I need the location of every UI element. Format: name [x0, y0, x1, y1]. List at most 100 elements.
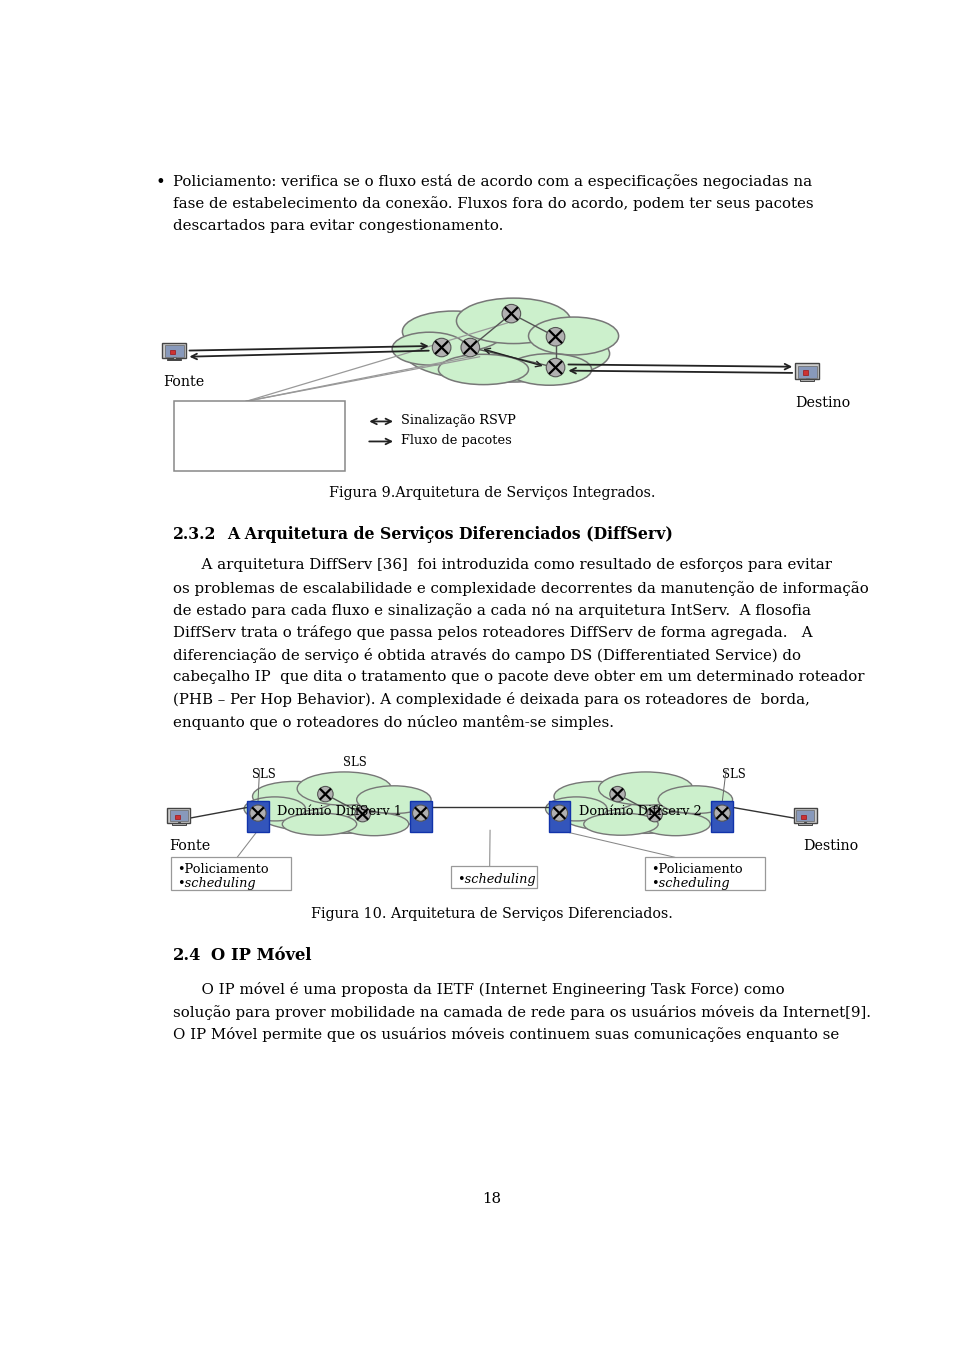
Ellipse shape [659, 786, 732, 814]
Ellipse shape [255, 792, 423, 833]
FancyBboxPatch shape [799, 823, 812, 825]
Text: A arquitetura DiffServ [36]  foi introduzida como resultado de esforços para evi: A arquitetura DiffServ [36] foi introduz… [173, 558, 831, 572]
FancyBboxPatch shape [548, 801, 570, 831]
Text: Destino: Destino [804, 838, 859, 853]
FancyBboxPatch shape [247, 801, 269, 831]
Text: A Arquitetura de Serviços Diferenciados (DiffServ): A Arquitetura de Serviços Diferenciados … [227, 525, 673, 543]
Text: 2.4: 2.4 [173, 947, 201, 965]
Circle shape [250, 805, 266, 822]
Ellipse shape [244, 797, 305, 820]
Text: Fonte: Fonte [170, 838, 211, 853]
Ellipse shape [393, 332, 467, 365]
Text: •: • [156, 174, 165, 191]
Ellipse shape [298, 772, 392, 805]
FancyBboxPatch shape [806, 379, 809, 380]
Text: fase de estabelecimento da conexão. Fluxos fora do acordo, podem ter seus pacote: fase de estabelecimento da conexão. Flux… [173, 196, 813, 211]
Text: •scheduling: •scheduling [178, 877, 256, 890]
Text: diferenciação de serviço é obtida através do campo DS (Differentiated Service) d: diferenciação de serviço é obtida atravé… [173, 648, 801, 663]
Text: Sinalização RSVP: Sinalização RSVP [401, 414, 516, 427]
FancyBboxPatch shape [164, 346, 184, 357]
Ellipse shape [599, 772, 693, 805]
FancyBboxPatch shape [711, 801, 733, 831]
Text: 18: 18 [483, 1192, 501, 1206]
FancyBboxPatch shape [794, 808, 817, 823]
Text: •Policiamento: •Policiamento [178, 863, 269, 877]
Text: SLS: SLS [252, 768, 276, 781]
Ellipse shape [252, 782, 337, 811]
Text: (PHB – Per Hop Behavior). A complexidade é deixada para os roteadores de  borda,: (PHB – Per Hop Behavior). A complexidade… [173, 693, 809, 708]
Text: O IP Móvel: O IP Móvel [211, 947, 312, 965]
Text: Figura 9.Arquitetura de Serviços Integrados.: Figura 9.Arquitetura de Serviços Integra… [328, 486, 656, 501]
FancyBboxPatch shape [410, 801, 432, 831]
Text: O IP móvel é uma proposta da IETF (Internet Engineering Task Force) como: O IP móvel é uma proposta da IETF (Inter… [173, 982, 784, 997]
FancyBboxPatch shape [802, 815, 806, 819]
FancyBboxPatch shape [796, 364, 820, 379]
Ellipse shape [339, 812, 409, 836]
FancyBboxPatch shape [804, 370, 808, 375]
FancyBboxPatch shape [175, 402, 345, 471]
FancyBboxPatch shape [178, 822, 180, 823]
FancyBboxPatch shape [796, 811, 814, 822]
Text: Figura 10. Arquitetura de Serviços Diferenciados.: Figura 10. Arquitetura de Serviços Difer… [311, 907, 673, 922]
Circle shape [546, 358, 564, 377]
FancyBboxPatch shape [801, 379, 814, 381]
Text: -Controle de Admissão: -Controle de Admissão [183, 425, 331, 438]
Text: •scheduling: •scheduling [458, 873, 536, 886]
FancyBboxPatch shape [167, 808, 190, 823]
Ellipse shape [456, 298, 570, 343]
Text: Domínio Diffserv 2: Domínio Diffserv 2 [580, 804, 702, 818]
FancyBboxPatch shape [171, 858, 291, 890]
Circle shape [647, 807, 662, 822]
Circle shape [610, 786, 625, 801]
Text: •Policiamento: •Policiamento [651, 863, 742, 877]
FancyBboxPatch shape [170, 350, 175, 354]
FancyBboxPatch shape [798, 366, 817, 377]
FancyBboxPatch shape [172, 823, 185, 825]
Text: SLS: SLS [344, 756, 367, 768]
Circle shape [714, 805, 731, 822]
Circle shape [546, 328, 564, 346]
Text: de estado para cada fluxo e sinalização a cada nó na arquitetura IntServ.  A flo: de estado para cada fluxo e sinalização … [173, 604, 810, 619]
FancyBboxPatch shape [173, 358, 176, 359]
Text: os problemas de escalabilidade e complexidade decorrentes da manutenção de infor: os problemas de escalabilidade e complex… [173, 580, 869, 595]
Text: Domínio DiffServ 1: Domínio DiffServ 1 [276, 804, 402, 818]
FancyBboxPatch shape [170, 811, 188, 822]
Text: SLS: SLS [722, 768, 746, 781]
Circle shape [413, 805, 429, 822]
Text: DiffServ trata o tráfego que passa pelos roteadores DiffServ de forma agregada. : DiffServ trata o tráfego que passa pelos… [173, 626, 812, 641]
Ellipse shape [402, 311, 505, 353]
Text: O IP Móvel permite que os usuários móveis continuem suas comunicações enquanto s: O IP Móvel permite que os usuários móvei… [173, 1028, 839, 1043]
FancyBboxPatch shape [451, 867, 537, 888]
Text: -scheduling: -scheduling [183, 456, 259, 469]
Circle shape [461, 339, 480, 357]
FancyBboxPatch shape [804, 822, 806, 823]
Text: enquanto que o roteadores do núcleo mantêm-se simples.: enquanto que o roteadores do núcleo mant… [173, 715, 613, 730]
Ellipse shape [508, 354, 591, 386]
Text: -Sinalização RSVP: -Sinalização RSVP [183, 410, 303, 423]
Text: descartados para evitar congestionamento.: descartados para evitar congestionamento… [173, 220, 503, 233]
Ellipse shape [584, 814, 659, 836]
Text: Fonte: Fonte [163, 375, 204, 390]
Circle shape [502, 305, 520, 322]
Ellipse shape [641, 812, 710, 836]
FancyBboxPatch shape [645, 858, 765, 890]
FancyBboxPatch shape [167, 358, 181, 361]
Text: 2.3.2: 2.3.2 [173, 525, 216, 543]
Ellipse shape [405, 325, 610, 381]
Ellipse shape [439, 354, 529, 384]
FancyBboxPatch shape [175, 815, 180, 819]
Text: •scheduling: •scheduling [651, 877, 730, 890]
Text: Fluxo de pacotes: Fluxo de pacotes [401, 434, 512, 447]
Text: -Policiamento: -Policiamento [183, 440, 273, 454]
Text: cabeçalho IP  que dita o tratamento que o pacote deve obter em um determinado ro: cabeçalho IP que dita o tratamento que o… [173, 670, 864, 685]
Ellipse shape [545, 797, 607, 820]
Ellipse shape [529, 317, 618, 355]
Text: solução para prover mobilidade na camada de rede para os usuários móveis da Inte: solução para prover mobilidade na camada… [173, 1004, 871, 1019]
Ellipse shape [282, 814, 357, 836]
FancyBboxPatch shape [162, 343, 186, 358]
Circle shape [355, 807, 371, 822]
Circle shape [432, 339, 451, 357]
Ellipse shape [357, 786, 431, 814]
Text: Policiamento: verifica se o fluxo está de acordo com a especificações negociadas: Policiamento: verifica se o fluxo está d… [173, 174, 812, 189]
Circle shape [318, 786, 333, 801]
